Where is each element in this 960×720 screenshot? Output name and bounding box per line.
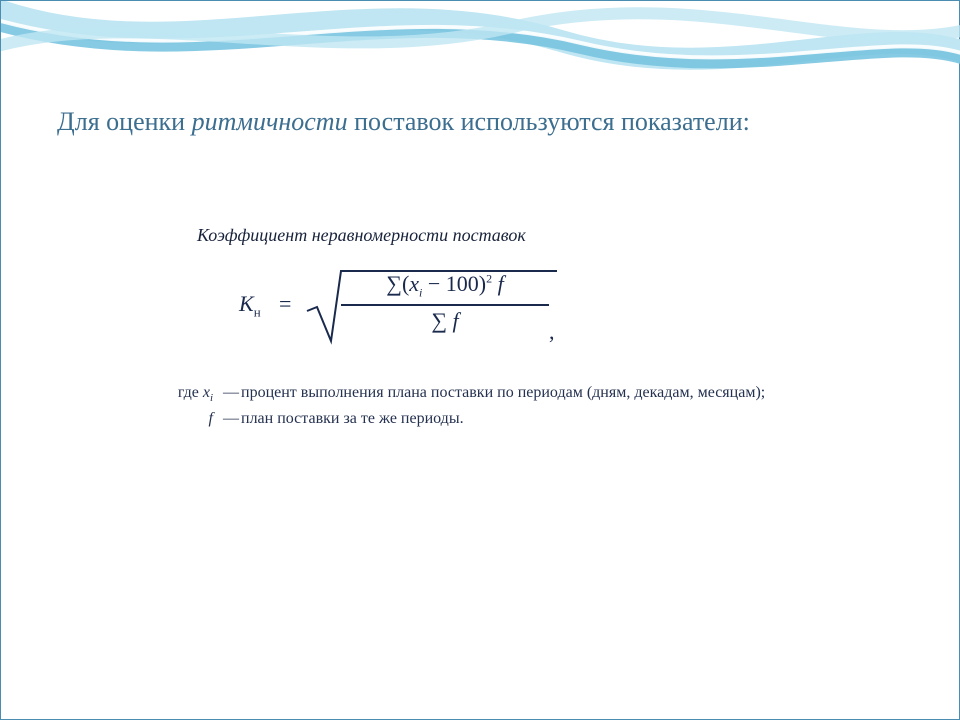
- definitions: где xi — процент выполнения плана постав…: [141, 381, 841, 432]
- num-minus: − 100): [422, 271, 486, 296]
- radical: ∑(xi − 100)2 f ∑ f: [305, 267, 565, 345]
- def-text: процент выполнения плана поставки по пер…: [241, 381, 841, 407]
- wave-ornament: [1, 1, 960, 91]
- fraction-bar: [341, 304, 549, 306]
- definition-row: f — план поставки за те же периоды.: [141, 407, 841, 433]
- def-symbol: f: [141, 407, 221, 433]
- def-dash: —: [221, 407, 241, 433]
- formula: Kн = ∑(xi − 100)2 f ∑ f ,: [239, 261, 659, 351]
- title-pre: Для оценки: [57, 107, 192, 136]
- den-f: f: [453, 308, 459, 333]
- lhs-sub: н: [254, 304, 261, 319]
- def-var: f: [209, 410, 213, 427]
- sigma-icon: ∑: [431, 308, 447, 333]
- equals-sign: =: [279, 291, 291, 317]
- title-post: поставок используются показатели:: [348, 107, 750, 136]
- def-dash: —: [221, 381, 241, 407]
- slide-title: Для оценки ритмичности поставок использу…: [57, 105, 917, 139]
- def-sub: i: [210, 392, 213, 404]
- formula-comma: ,: [549, 319, 555, 345]
- subtitle: Коэффициент неравномерности поставок: [197, 225, 526, 246]
- lhs-var: K: [239, 291, 254, 316]
- def-symbol: где xi: [141, 381, 221, 407]
- def-text: план поставки за те же периоды.: [241, 407, 841, 433]
- def-lead: где: [178, 384, 199, 401]
- title-emphasis: ритмичности: [192, 107, 348, 136]
- def-var: x: [203, 384, 210, 401]
- xi-var: x: [409, 271, 419, 296]
- denominator: ∑ f: [341, 308, 549, 334]
- fraction: ∑(xi − 100)2 f ∑ f: [341, 271, 549, 334]
- slide: Для оценки ритмичности поставок использу…: [0, 0, 960, 720]
- numerator: ∑(xi − 100)2 f: [341, 271, 549, 302]
- num-f: f: [498, 271, 504, 296]
- sigma-icon: ∑: [386, 271, 402, 296]
- formula-lhs: Kн: [239, 291, 261, 320]
- definition-row: где xi — процент выполнения плана постав…: [141, 381, 841, 407]
